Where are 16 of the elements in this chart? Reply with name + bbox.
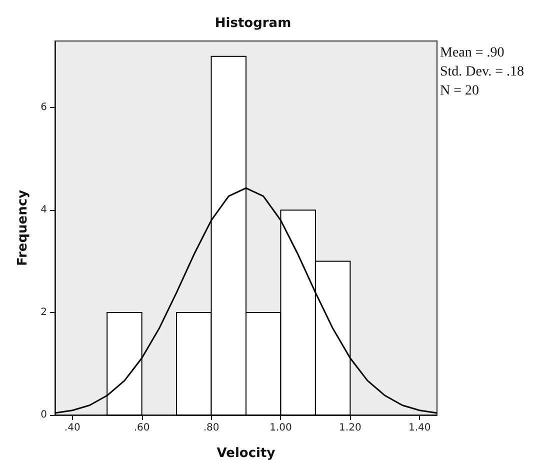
y-tick-label: 4 <box>40 204 47 216</box>
x-tick-label: 1.40 <box>408 422 431 434</box>
x-tick-label: 1.20 <box>339 422 362 434</box>
text: Mean = .90 <box>440 46 504 60</box>
x-tick-label: .80 <box>203 422 220 434</box>
y-tick-label: 6 <box>40 102 47 114</box>
y-axis-title: Frequency <box>16 189 31 266</box>
y-tick-label: 2 <box>40 307 47 318</box>
x-tick-label: .40 <box>64 422 80 434</box>
x-axis-title: Velocity <box>216 446 276 461</box>
y-tick-label: 0 <box>40 410 47 420</box>
text: N = 20 <box>440 84 480 98</box>
text: Std. Dev. = .18 <box>440 64 524 80</box>
x-tick-label: 1.00 <box>270 422 292 434</box>
x-tick-label: .60 <box>134 422 150 434</box>
chart-title: Histogram <box>214 16 292 31</box>
